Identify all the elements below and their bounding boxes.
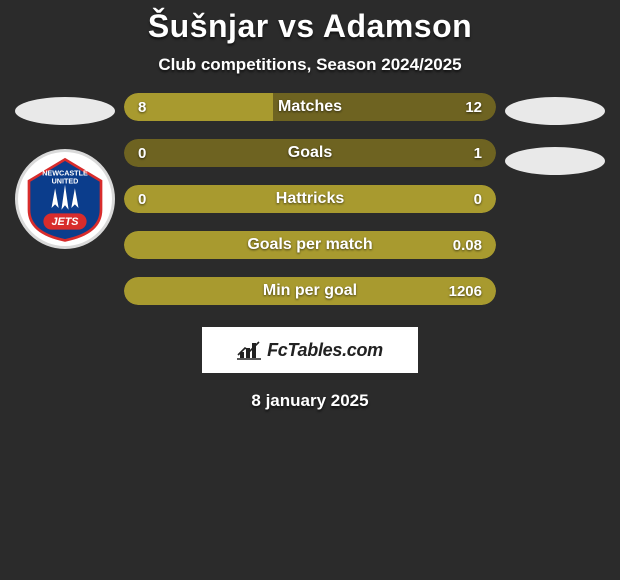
stat-label: Hattricks: [276, 190, 344, 208]
stat-row: 0 Hattricks 0: [124, 185, 496, 213]
left-player-column: NEWCASTLE UNITED JETS: [10, 93, 120, 249]
stat-row: Min per goal 1206: [124, 277, 496, 305]
stat-value-right: 0: [474, 191, 482, 208]
stat-row: 8 Matches 12: [124, 93, 496, 121]
stat-value-right: 1: [474, 145, 482, 162]
svg-text:UNITED: UNITED: [52, 177, 79, 186]
stat-label: Goals: [288, 144, 332, 162]
stat-label: Goals per match: [247, 236, 372, 254]
player-badge-placeholder: [505, 97, 605, 125]
right-player-column: [500, 93, 610, 193]
club-badge-left: NEWCASTLE UNITED JETS: [15, 149, 115, 249]
stat-label: Matches: [278, 98, 342, 116]
brand-attribution[interactable]: FcTables.com: [202, 327, 418, 373]
brand-text: FcTables.com: [267, 340, 383, 361]
content-row: NEWCASTLE UNITED JETS 8Matches120Goals10…: [0, 93, 620, 305]
stat-label: Min per goal: [263, 282, 357, 300]
club-badge-placeholder: [505, 147, 605, 175]
page-subtitle: Club competitions, Season 2024/2025: [0, 55, 620, 75]
svg-text:JETS: JETS: [52, 216, 80, 228]
bar-chart-icon: [237, 340, 261, 360]
jets-logo-icon: NEWCASTLE UNITED JETS: [20, 154, 110, 244]
stat-value-left: 0: [138, 191, 146, 208]
stat-value-left: 8: [138, 99, 146, 116]
stat-value-right: 12: [465, 99, 482, 116]
stat-value-right: 1206: [449, 283, 482, 300]
stats-column: 8 Matches 12 0 Goals 1 0 Hattricks 0 Goals per ma…: [120, 93, 500, 305]
stat-value-right: 0.08: [453, 237, 482, 254]
stat-row: 0 Goals 1: [124, 139, 496, 167]
page-title: Šušnjar vs Adamson: [0, 8, 620, 45]
player-badge-placeholder: [15, 97, 115, 125]
snapshot-date: 8 january 2025: [0, 391, 620, 411]
stat-value-left: 0: [138, 145, 146, 162]
comparison-card: Šušnjar vs Adamson Club competitions, Se…: [0, 0, 620, 411]
stat-row: Goals per match 0.08: [124, 231, 496, 259]
